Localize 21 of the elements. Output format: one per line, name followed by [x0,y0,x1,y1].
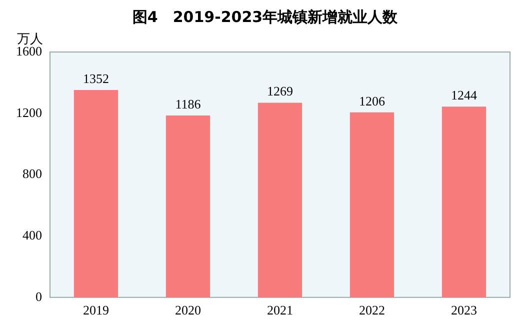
bar [350,112,394,298]
y-tick-label: 0 [36,288,42,304]
bar [442,106,486,298]
data-label: 1244 [451,88,478,103]
y-tick-label: 800 [22,166,42,182]
x-tick-label: 2022 [359,302,385,318]
data-label: 1352 [83,70,109,86]
chart-title: 图4 2019-2023年城镇新增就业人数 [131,8,399,28]
x-tick-label: 2019 [83,302,109,318]
data-label: 1186 [175,96,202,112]
bar [258,102,302,298]
x-tick-label: 2023 [451,302,477,318]
y-axis-title: 万人 [17,32,43,47]
data-label: 1206 [359,93,386,108]
data-label: 1269 [267,84,293,99]
y-tick-label: 1200 [16,104,42,120]
x-tick-label: 2020 [175,302,201,318]
bar [74,90,118,298]
x-tick-label: 2021 [267,302,293,318]
bar [166,116,210,298]
y-tick-label: 400 [22,227,42,242]
